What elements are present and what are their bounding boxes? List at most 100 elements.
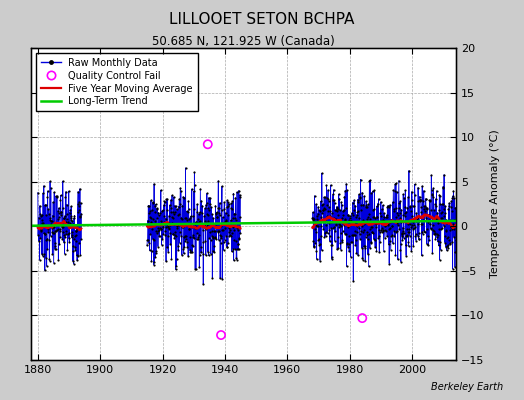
Point xyxy=(387,217,396,224)
Point xyxy=(403,205,411,211)
Point xyxy=(336,207,344,214)
Point xyxy=(167,196,175,203)
Point xyxy=(387,233,395,239)
Point xyxy=(37,212,45,219)
Point xyxy=(394,222,402,228)
Point xyxy=(426,198,434,204)
Point xyxy=(329,225,337,231)
Point xyxy=(54,210,63,216)
Point xyxy=(200,213,209,219)
Point xyxy=(49,224,57,230)
Point xyxy=(230,226,238,233)
Point xyxy=(335,224,343,230)
Point xyxy=(189,232,197,239)
Point xyxy=(420,229,429,236)
Point xyxy=(192,219,200,226)
Point xyxy=(146,208,154,214)
Point xyxy=(73,208,82,215)
Point xyxy=(35,222,43,229)
Point xyxy=(174,204,183,210)
Point xyxy=(165,226,173,232)
Point xyxy=(204,218,213,224)
Point xyxy=(152,206,161,212)
Point xyxy=(147,197,155,204)
Point xyxy=(353,212,361,218)
Point xyxy=(313,223,321,229)
Point xyxy=(196,244,205,250)
Point xyxy=(201,238,210,244)
Point xyxy=(338,236,346,243)
Point xyxy=(373,214,381,220)
Point xyxy=(309,238,318,244)
Point xyxy=(428,190,436,197)
Point xyxy=(322,182,331,188)
Point xyxy=(226,217,235,224)
Point xyxy=(418,229,427,235)
Point xyxy=(441,227,450,233)
Point xyxy=(170,235,179,242)
Point xyxy=(217,234,225,241)
Point xyxy=(74,188,82,195)
Point xyxy=(399,225,407,231)
Point xyxy=(432,216,440,223)
Point xyxy=(222,218,230,224)
Point xyxy=(409,219,417,226)
Point xyxy=(393,228,401,234)
Point xyxy=(60,214,69,221)
Point xyxy=(188,186,196,192)
Point xyxy=(49,230,58,236)
Point xyxy=(383,214,391,220)
Point xyxy=(48,250,57,257)
Point xyxy=(433,231,441,238)
Point xyxy=(166,230,174,236)
Point xyxy=(221,218,229,225)
Point xyxy=(325,226,333,233)
Point xyxy=(224,225,233,231)
Point xyxy=(160,198,169,204)
Point xyxy=(228,198,236,204)
Point xyxy=(192,225,201,231)
Point xyxy=(323,213,332,220)
Point xyxy=(387,246,395,253)
Point xyxy=(432,188,441,194)
Point xyxy=(192,236,201,242)
Point xyxy=(383,212,391,218)
Point xyxy=(234,245,243,252)
Point xyxy=(52,193,60,199)
Point xyxy=(335,220,343,227)
Point xyxy=(73,226,82,232)
Point xyxy=(54,257,62,264)
Point xyxy=(400,212,409,219)
Point xyxy=(316,214,325,220)
Point xyxy=(431,231,439,238)
Point xyxy=(232,255,241,262)
Point xyxy=(186,214,194,221)
Point xyxy=(321,194,330,200)
Point xyxy=(212,222,220,229)
Point xyxy=(192,266,200,272)
Point xyxy=(371,244,379,250)
Point xyxy=(347,210,356,216)
Point xyxy=(149,216,157,222)
Point xyxy=(376,218,385,224)
Point xyxy=(184,253,192,259)
Point xyxy=(385,260,394,267)
Point xyxy=(215,228,223,234)
Point xyxy=(373,220,381,226)
Point xyxy=(427,226,435,232)
Point xyxy=(350,232,358,238)
Point xyxy=(152,248,160,254)
Point xyxy=(191,225,199,231)
Point xyxy=(401,204,409,210)
Point xyxy=(170,194,178,200)
Point xyxy=(58,222,66,229)
Point xyxy=(431,236,440,242)
Point xyxy=(430,228,439,234)
Point xyxy=(405,229,413,235)
Point xyxy=(400,210,409,216)
Point xyxy=(390,227,398,234)
Point xyxy=(402,252,410,259)
Point xyxy=(57,212,66,218)
Point xyxy=(158,236,167,242)
Point xyxy=(157,242,166,248)
